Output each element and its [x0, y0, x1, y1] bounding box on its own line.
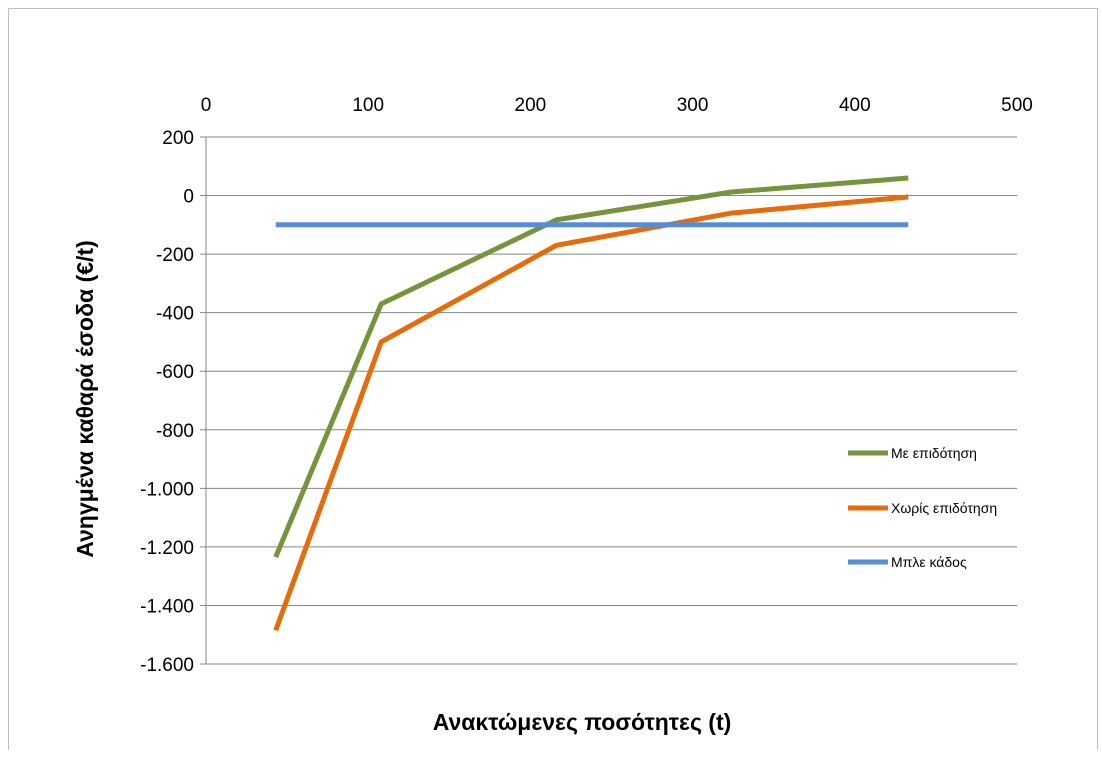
gridlines: [200, 136, 1017, 665]
legend-label-2: Χωρίς επιδότηση: [891, 500, 997, 516]
y-tick-label: -1.600: [140, 655, 194, 676]
y-tick-label: -1.000: [140, 479, 194, 500]
y-tick-label: -400: [156, 304, 194, 325]
x-tick-label: 500: [1001, 95, 1033, 116]
legend-label-3: Μπλε κάδος: [891, 554, 967, 570]
y-axis-title: Ανηγμένα καθαρά έσοδα (€/t): [72, 240, 98, 558]
x-tick-label: 400: [839, 95, 871, 116]
x-axis-title: Ανακτώμενες ποσότητες (t): [433, 709, 732, 735]
chart-frame: [8, 8, 1098, 750]
x-tick-label: 0: [201, 95, 212, 116]
y-tick-labels: 200 0 -200 -400 -600 -800 -1.000 -1.200 -1.400 -1…: [140, 128, 194, 676]
y-tick-label: 200: [162, 128, 194, 149]
x-tick-label: 200: [515, 95, 547, 116]
x-tick-labels: 0 100 200 300 400 500: [201, 95, 1033, 116]
series-line-2: [273, 194, 909, 632]
y-tick-label: -600: [156, 362, 194, 383]
x-tick-label: 300: [677, 95, 709, 116]
y-tick-label: 0: [183, 187, 194, 208]
series-lines: [273, 175, 909, 632]
x-tick-label: 100: [352, 95, 384, 116]
series-line-1: [273, 175, 909, 559]
y-tick-label: -1.400: [140, 596, 194, 617]
legend-label-1: Με επιδότηση: [891, 445, 977, 461]
y-tick-label: -200: [156, 245, 194, 266]
y-tick-label: -1.200: [140, 538, 194, 559]
legend: Με επιδότηση Χωρίς επιδότηση Μπλε κάδος: [848, 445, 997, 570]
y-tick-label: -800: [156, 421, 194, 442]
